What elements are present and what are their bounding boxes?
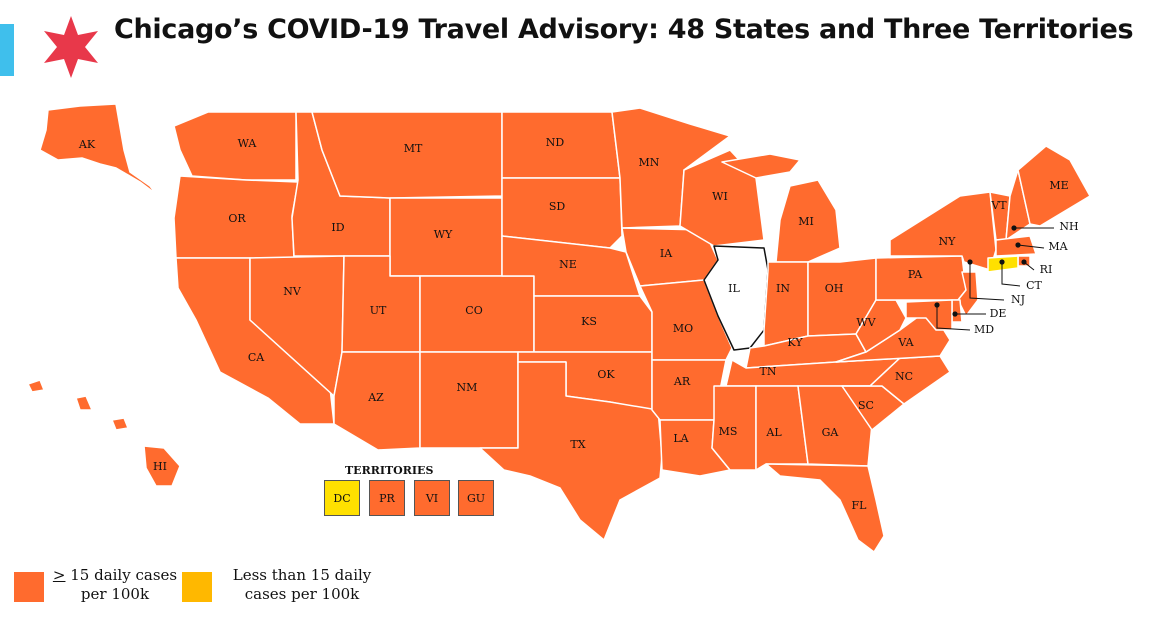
state-label-fl: FL bbox=[852, 499, 868, 512]
state-label-oh: OH bbox=[825, 282, 844, 295]
state-NJ[interactable] bbox=[957, 271, 979, 317]
state-label-wy: WY bbox=[434, 228, 453, 241]
state-label-nd: ND bbox=[546, 136, 565, 149]
state-label-nc: NC bbox=[895, 370, 913, 383]
territory-pr[interactable]: PR bbox=[369, 480, 405, 516]
callout-dot-de bbox=[952, 311, 958, 317]
state-label-ca: CA bbox=[248, 351, 265, 364]
state-label-ut: UT bbox=[370, 304, 387, 317]
state-label-ks: KS bbox=[581, 315, 597, 328]
territory-gu[interactable]: GU bbox=[458, 480, 494, 516]
state-label-ky: KY bbox=[787, 336, 803, 349]
state-IN[interactable] bbox=[763, 261, 809, 347]
state-label-or: OR bbox=[228, 212, 246, 225]
state-label-sd: SD bbox=[549, 200, 566, 213]
state-label-ct: CT bbox=[1026, 279, 1042, 292]
state-label-nv: NV bbox=[283, 285, 302, 298]
state-label-ne: NE bbox=[559, 258, 577, 271]
state-SD[interactable] bbox=[501, 177, 623, 249]
state-label-va: VA bbox=[897, 336, 914, 349]
page-title: Chicago’s COVID-19 Travel Advisory: 48 S… bbox=[114, 14, 1134, 45]
state-label-tx: TX bbox=[570, 438, 585, 451]
callout-dot-nh bbox=[1011, 225, 1017, 231]
state-label-wa: WA bbox=[238, 137, 258, 150]
state-label-wv: WV bbox=[856, 316, 876, 329]
state-label-nm: NM bbox=[457, 381, 478, 394]
state-AK[interactable] bbox=[39, 103, 157, 195]
state-MI[interactable] bbox=[721, 153, 841, 263]
territory-dc[interactable]: DC bbox=[324, 480, 360, 516]
state-FL[interactable] bbox=[765, 463, 885, 553]
state-label-la: LA bbox=[673, 432, 689, 445]
state-DE[interactable] bbox=[951, 299, 963, 323]
state-label-nj: NJ bbox=[1011, 293, 1025, 306]
callout-line-ct bbox=[1001, 262, 1021, 287]
callout-line-md bbox=[936, 305, 971, 331]
callout-line-ma bbox=[1017, 244, 1045, 249]
state-label-ga: GA bbox=[822, 426, 840, 439]
state-MD[interactable] bbox=[905, 299, 953, 331]
state-label-ia: IA bbox=[660, 247, 673, 260]
state-label-ma: MA bbox=[1048, 240, 1068, 253]
callout-dot-ma bbox=[1015, 242, 1021, 248]
state-label-sc: SC bbox=[858, 399, 874, 412]
territories-title: TERRITORIES bbox=[345, 464, 434, 477]
state-label-co: CO bbox=[465, 304, 482, 317]
state-IL[interactable] bbox=[703, 245, 769, 351]
state-ME[interactable] bbox=[1017, 145, 1091, 227]
state-MT[interactable] bbox=[311, 111, 503, 199]
state-WA[interactable] bbox=[173, 111, 297, 181]
state-HI[interactable] bbox=[27, 379, 181, 487]
callout-dot-md bbox=[934, 302, 940, 308]
chicago-star-icon bbox=[44, 16, 98, 78]
state-label-ri: RI bbox=[1040, 263, 1053, 276]
state-NM[interactable] bbox=[419, 351, 519, 449]
state-label-hi: HI bbox=[153, 460, 167, 473]
state-label-mt: MT bbox=[404, 142, 423, 155]
state-label-nh: NH bbox=[1059, 220, 1078, 233]
state-label-id: ID bbox=[331, 221, 344, 234]
state-label-de: DE bbox=[990, 307, 1007, 320]
territory-vi[interactable]: VI bbox=[414, 480, 450, 516]
state-label-tn: TN bbox=[760, 365, 777, 378]
legend-swatch-high bbox=[14, 572, 44, 602]
state-label-wi: WI bbox=[712, 190, 728, 203]
state-label-pa: PA bbox=[908, 268, 923, 281]
state-label-mn: MN bbox=[639, 156, 660, 169]
state-label-vt: VT bbox=[990, 199, 1007, 212]
state-label-mi: MI bbox=[798, 215, 814, 228]
state-label-ny: NY bbox=[939, 235, 957, 248]
state-label-mo: MO bbox=[673, 322, 693, 335]
state-label-me: ME bbox=[1049, 179, 1068, 192]
state-GA[interactable] bbox=[797, 385, 873, 467]
state-label-md: MD bbox=[974, 323, 994, 336]
state-label-al: AL bbox=[765, 426, 782, 439]
state-label-az: AZ bbox=[367, 391, 384, 404]
callout-dot-ri bbox=[1021, 259, 1027, 265]
state-label-ms: MS bbox=[719, 425, 738, 438]
state-label-in: IN bbox=[776, 282, 790, 295]
state-NC[interactable] bbox=[835, 355, 951, 405]
state-label-il: IL bbox=[728, 282, 740, 295]
state-WI[interactable] bbox=[679, 149, 765, 247]
legend-text-low: Less than 15 daily cases per 100k bbox=[232, 566, 372, 603]
callout-line-nj bbox=[969, 262, 1005, 301]
callout-dot-nj bbox=[967, 259, 973, 265]
legend-text-high: > 15 daily cases per 100k bbox=[52, 566, 178, 603]
state-label-ok: OK bbox=[597, 368, 615, 381]
accent-bar bbox=[0, 24, 14, 76]
legend-swatch-low bbox=[182, 572, 212, 602]
state-label-ar: AR bbox=[673, 375, 691, 388]
callout-dot-ct bbox=[999, 259, 1005, 265]
state-TX[interactable] bbox=[479, 361, 663, 541]
state-label-ak: AK bbox=[78, 138, 96, 151]
